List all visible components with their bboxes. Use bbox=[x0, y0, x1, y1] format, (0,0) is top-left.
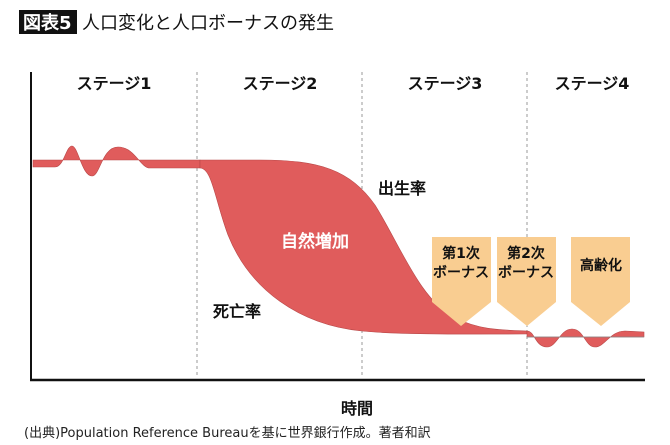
title-badge: 図表5 bbox=[23, 12, 72, 34]
callout-aging: 高齢化 bbox=[571, 237, 630, 326]
stage-label-3: ステージ3 bbox=[408, 74, 483, 93]
death-rate-label: 死亡率 bbox=[213, 302, 261, 321]
svg-text:ボーナス: ボーナス bbox=[498, 265, 554, 281]
svg-text:ボーナス: ボーナス bbox=[433, 265, 489, 281]
title-badge-bg bbox=[19, 10, 77, 34]
stage-label-1: ステージ1 bbox=[77, 74, 152, 93]
natural-increase-label: 自然増加 bbox=[281, 231, 349, 252]
source-note: (出典)Population Reference Bureauを基に世界銀行作成… bbox=[24, 426, 431, 441]
birth-rate-label: 出生率 bbox=[378, 179, 426, 198]
stage1-fluctuation bbox=[32, 145, 201, 177]
svg-text:高齢化: 高齢化 bbox=[580, 257, 622, 274]
stage-label-2: ステージ2 bbox=[243, 74, 318, 93]
x-axis-label: 時間 bbox=[341, 399, 373, 418]
stage-label-4: ステージ4 bbox=[555, 74, 630, 93]
callout-second-bonus: 第2次 ボーナス bbox=[497, 237, 556, 326]
svg-text:第2次: 第2次 bbox=[507, 245, 545, 262]
svg-text:第1次: 第1次 bbox=[442, 245, 480, 262]
callout-first-bonus: 第1次 ボーナス bbox=[432, 237, 491, 326]
stage4-fluctuation bbox=[526, 328, 645, 348]
title-text: 人口変化と人口ボーナスの発生 bbox=[82, 13, 334, 34]
